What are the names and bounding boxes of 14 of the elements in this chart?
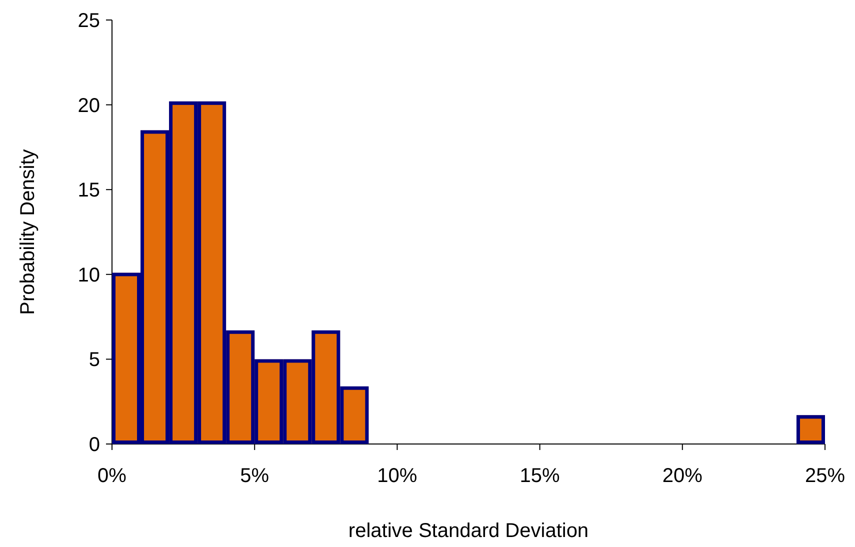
x-tick-label: 20%	[662, 465, 703, 487]
x-tick-label: 10%	[377, 465, 418, 487]
x-tick-label: 0%	[98, 465, 127, 487]
x-tick-label: 5%	[240, 465, 270, 487]
x-axis-title: relative Standard Deviation	[348, 520, 589, 542]
x-tick-label: 25%	[804, 465, 846, 487]
y-tick-label: 5	[88, 349, 100, 372]
y-tick-label: 10	[78, 264, 100, 286]
y-tick-label: 15	[78, 180, 100, 202]
y-tick-label: 20	[78, 94, 100, 117]
y-tick-label: 25	[78, 10, 100, 32]
y-tick-label: 0	[88, 434, 100, 456]
x-tick-label: 15%	[520, 465, 560, 487]
y-axis-title: Probability Density	[17, 149, 39, 315]
